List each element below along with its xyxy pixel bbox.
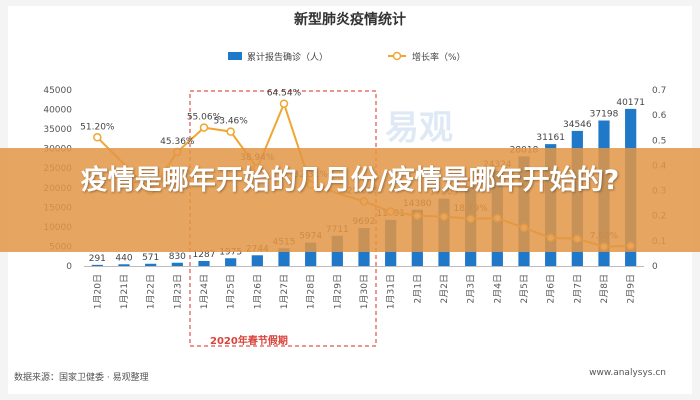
y-right-tick-label: 0.7 <box>652 86 666 96</box>
legend: 累计报告确诊（人） 增长率（%） <box>228 51 466 63</box>
bar-value-label: 1975 <box>219 247 242 257</box>
x-tick-label: 1月20日 <box>92 274 103 309</box>
growth-rate-label: 45.36% <box>160 137 195 147</box>
bar <box>278 248 290 266</box>
bar <box>118 264 130 266</box>
legend-bar-swatch <box>228 52 242 60</box>
x-tick-label: 2月1日 <box>412 274 423 303</box>
bar-value-label: 34546 <box>563 120 592 130</box>
bar-value-label: 571 <box>142 253 159 263</box>
holiday-label: 2020年春节假期 <box>210 336 288 347</box>
data-source-note: 数据来源：国家卫健委 · 易观整理 <box>14 373 149 383</box>
bar-value-label: 1287 <box>193 250 216 260</box>
x-tick-label: 2月9日 <box>626 274 637 303</box>
bar <box>91 264 103 266</box>
x-tick-label: 1月28日 <box>306 274 317 309</box>
growth-rate-point <box>226 127 235 136</box>
x-tick-label: 2月7日 <box>572 274 583 303</box>
growth-rate-point <box>279 99 289 108</box>
watermark: 易观 <box>385 108 453 148</box>
x-tick-label: 1月25日 <box>226 274 237 309</box>
bar <box>225 258 237 266</box>
legend-bar-label: 累计报告确诊（人） <box>247 51 328 63</box>
bar-value-label: 40171 <box>616 98 645 108</box>
bar <box>305 242 317 266</box>
growth-rate-label: 64.54% <box>267 89 302 99</box>
x-tick-label: 2月4日 <box>492 274 503 303</box>
x-tick-label: 2月3日 <box>466 274 477 303</box>
title-banner <box>0 148 700 252</box>
y-right-tick-label: 0 <box>652 262 658 272</box>
x-tick-label: 2月2日 <box>439 274 450 303</box>
y-left-tick-label: 35000 <box>43 125 72 135</box>
bar <box>251 255 263 266</box>
y-right-tick-label: 0.6 <box>652 111 667 121</box>
x-tick-label: 2月5日 <box>519 274 530 303</box>
bar-value-label: 31161 <box>536 133 565 143</box>
growth-rate-point <box>93 133 102 142</box>
legend-line-label: 增长率（%） <box>412 51 466 63</box>
y-left-tick-label: 45000 <box>43 86 72 96</box>
x-tick-label: 1月22日 <box>146 274 157 309</box>
bar-value-label: 37198 <box>590 110 619 120</box>
y-left-tick-label: 0 <box>66 262 72 272</box>
growth-rate-label: 55.06% <box>187 113 222 123</box>
x-tick-label: 1月26日 <box>252 274 263 309</box>
x-tick-label: 1月31日 <box>386 274 397 309</box>
bar <box>198 260 210 266</box>
x-tick-label: 1月24日 <box>199 274 210 309</box>
x-tick-label: 2月6日 <box>546 274 557 303</box>
bar-value-label: 440 <box>115 253 132 263</box>
bar <box>171 262 183 266</box>
x-tick-label: 2月8日 <box>599 274 610 303</box>
growth-rate-point <box>199 123 209 132</box>
x-tick-label: 1月23日 <box>172 274 183 309</box>
x-tick-label: 1月30日 <box>359 274 370 309</box>
holiday-highlight-box <box>189 90 377 347</box>
bar-value-label: 830 <box>169 252 186 262</box>
y-left-tick-label: 40000 <box>43 106 72 116</box>
growth-rate-label: 51.20% <box>80 122 115 132</box>
legend-line-marker <box>392 51 402 61</box>
chart-title: 新型肺炎疫情统计 <box>294 11 406 28</box>
site-url: www.analysys.cn <box>589 368 666 378</box>
x-tick-label: 1月29日 <box>332 274 343 309</box>
x-tick-label: 1月27日 <box>279 274 290 309</box>
banner-title: 疫情是哪年开始的几月份/疫情是哪年开始的? <box>80 165 620 196</box>
x-axis: 1月20日 1月21日 1月22日 1月23日 1月24日 1月25日 1月26日 1月27日… <box>84 266 644 309</box>
bar <box>145 263 157 266</box>
y-right-tick-label: 0.5 <box>652 136 666 146</box>
growth-rate-label: 53.46% <box>214 117 249 127</box>
bar-value-label: 291 <box>89 254 106 264</box>
x-tick-label: 1月21日 <box>119 274 130 309</box>
